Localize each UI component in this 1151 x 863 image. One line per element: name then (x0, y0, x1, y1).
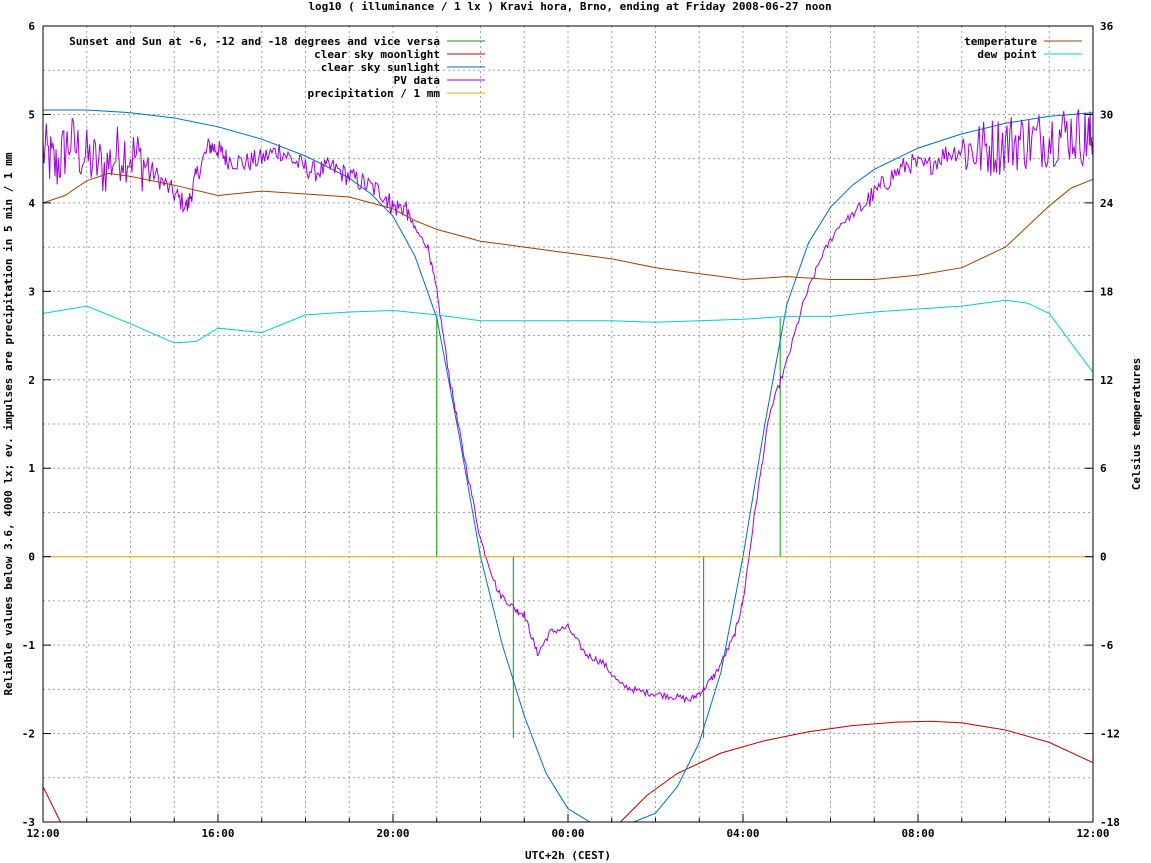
moonlight-line-late (620, 720, 1094, 823)
chart-title: log10 ( illuminance / 1 lx ) Kravi hora,… (308, 0, 831, 13)
legend-label: PV data (394, 74, 440, 87)
y2-tick-label: 24 (1100, 197, 1114, 210)
x-tick-label: 12:00 (26, 827, 59, 840)
x-tick-label: 12:00 (1076, 827, 1109, 840)
y-tick-label: 6 (28, 20, 35, 33)
legend-label: dew point (977, 48, 1037, 61)
x-tick-label: 20:00 (376, 827, 409, 840)
series-line (42, 109, 1094, 704)
x-tick-label: 16:00 (201, 827, 234, 840)
series-5 (42, 172, 1094, 281)
series-6 (42, 299, 1094, 373)
y2-tick-label: 6 (1100, 462, 1107, 475)
legend: Sunset and Sun at -6, -12 and -18 degree… (69, 35, 1082, 100)
x-tick-label: 00:00 (551, 827, 584, 840)
y2-tick-label: 30 (1100, 108, 1113, 121)
series-3 (42, 109, 1094, 704)
series-line (42, 172, 1094, 281)
axis-ticks: 12:00 16:00 20:00 00:00 04:00 08:00 12:00 6 5 4 3 2… (22, 20, 1120, 840)
legend-label: Sunset and Sun at -6, -12 and -18 degree… (69, 35, 440, 48)
y-tick-label: 3 (28, 285, 35, 298)
y2-tick-label: -12 (1100, 728, 1120, 741)
series-0 (436, 317, 781, 738)
series-1 (42, 720, 1094, 823)
y2-tick-label: -18 (1100, 816, 1120, 829)
y2-axis-label: Celsius temperatures (1130, 358, 1143, 490)
moonlight-line-early (42, 786, 61, 823)
y-tick-label: 2 (28, 374, 35, 387)
legend-label: clear sky sunlight (321, 61, 440, 74)
y2-tick-label: 12 (1100, 374, 1113, 387)
series-layer (42, 109, 1094, 823)
x-axis-label: UTC+2h (CEST) (525, 849, 611, 862)
y-tick-label: 5 (28, 108, 35, 121)
y2-tick-label: 18 (1100, 285, 1113, 298)
y-axis-label: Reliable values below 3.6, 4000 lx; ev. … (2, 152, 15, 695)
y2-tick-label: 36 (1100, 20, 1114, 33)
grid (43, 26, 1093, 822)
legend-label: temperature (964, 35, 1037, 48)
legend-label: clear sky moonlight (314, 48, 440, 61)
y-tick-label: 4 (28, 197, 35, 210)
series-line (42, 299, 1094, 373)
y2-tick-label: 0 (1100, 551, 1107, 564)
y2-tick-label: -6 (1100, 639, 1114, 652)
y-tick-label: 1 (28, 462, 35, 475)
x-tick-label: 04:00 (726, 827, 759, 840)
y-tick-label: -1 (22, 639, 36, 652)
legend-label: precipitation / 1 mm (308, 87, 441, 100)
y-tick-label: -3 (22, 816, 35, 829)
y-tick-label: 0 (28, 551, 35, 564)
y-tick-label: -2 (22, 728, 35, 741)
x-tick-label: 08:00 (901, 827, 934, 840)
